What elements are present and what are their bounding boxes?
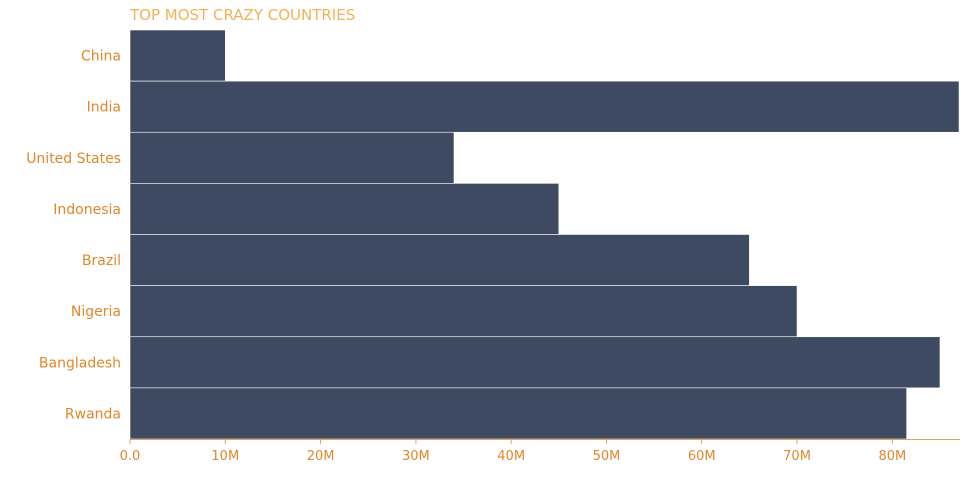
x-axis: 0.0 10M 20M 30M 40M 50M 60M 70M 80M xyxy=(120,439,960,464)
x-tick-label: 70M xyxy=(783,449,811,464)
x-tick-label: 20M xyxy=(307,449,335,464)
x-tick-label: 30M xyxy=(402,449,430,464)
category-label-indonesia: Indonesia xyxy=(53,202,121,218)
x-tick-label: 10M xyxy=(211,449,239,464)
x-tick-label: 60M xyxy=(688,449,716,464)
x-tick-label: 0.0 xyxy=(120,449,141,464)
bars-group xyxy=(129,29,960,440)
category-label-brazil: Brazil xyxy=(82,253,121,269)
category-label-china: China xyxy=(81,49,121,65)
category-label-india: India xyxy=(87,100,121,116)
bar-china[interactable] xyxy=(129,29,226,82)
category-label-united-states: United States xyxy=(26,151,121,167)
x-tick-label: 40M xyxy=(497,449,525,464)
bar-bangladesh[interactable] xyxy=(129,336,941,389)
x-tick-label: 50M xyxy=(593,449,621,464)
x-tick-label: 80M xyxy=(878,449,906,464)
bar-brazil[interactable] xyxy=(129,234,750,286)
bar-united-states[interactable] xyxy=(129,131,455,184)
bar-india[interactable] xyxy=(129,80,960,133)
category-label-nigeria: Nigeria xyxy=(71,304,121,320)
bar-rwanda[interactable] xyxy=(129,387,907,440)
category-label-bangladesh: Bangladesh xyxy=(39,355,121,371)
category-label-rwanda: Rwanda xyxy=(65,406,121,422)
chart-title: TOP MOST CRAZY COUNTRIES xyxy=(129,6,355,24)
bar-nigeria[interactable] xyxy=(129,285,798,338)
category-labels-group: China India United States Indonesia Brazil Ni… xyxy=(26,49,121,423)
bar-indonesia[interactable] xyxy=(129,183,560,235)
